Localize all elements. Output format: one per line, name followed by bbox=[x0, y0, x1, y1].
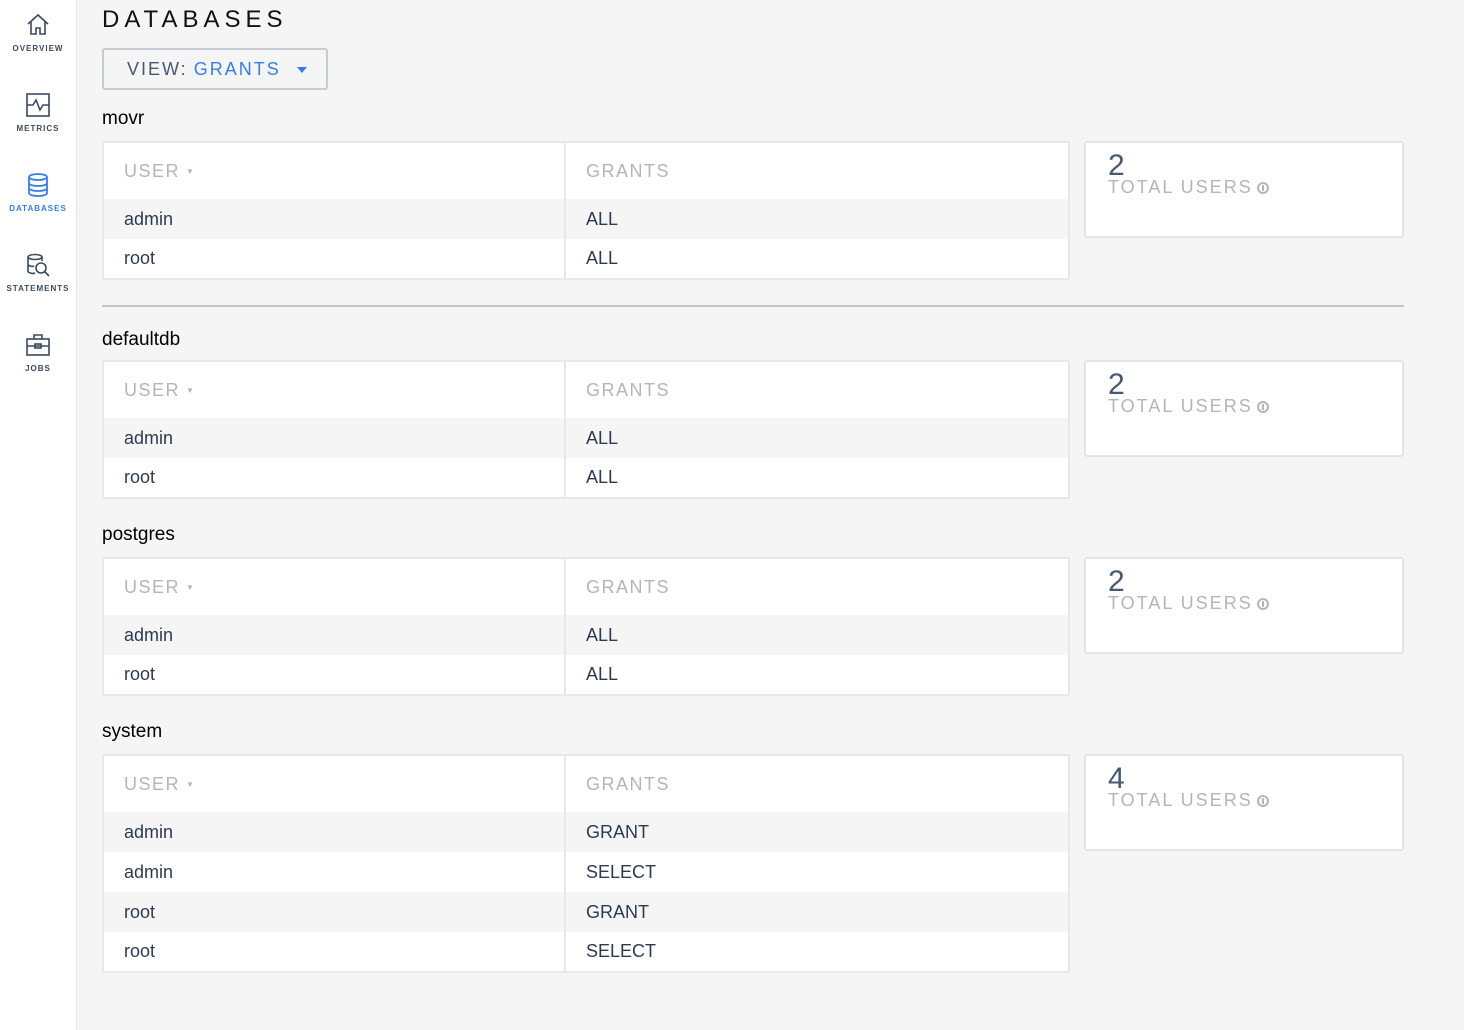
column-header-user[interactable]: USER ▼ bbox=[103, 755, 565, 812]
column-label: USER bbox=[124, 160, 181, 181]
grant-cell: ALL bbox=[564, 615, 1069, 655]
user-cell: admin bbox=[124, 427, 174, 448]
column-label: USER bbox=[124, 379, 181, 400]
sidebar: OVERVIEW METRICS DATABASES STATEMENTS JO… bbox=[0, 0, 77, 1030]
total-users-card: 2 TOTAL USERS bbox=[1084, 141, 1404, 238]
grants-table: USER ▼ GRANTS admin ALL root ALL bbox=[102, 360, 1070, 499]
table-row: admin ALL bbox=[103, 615, 1069, 655]
grants-table: USER ▼ GRANTS admin ALL root ALL bbox=[102, 141, 1070, 280]
sidebar-item-label: DATABASES bbox=[9, 204, 67, 213]
grant-cell: ALL bbox=[564, 418, 1069, 458]
column-header-user[interactable]: USER ▼ bbox=[103, 558, 565, 615]
statements-icon bbox=[27, 253, 50, 277]
column-header-grants: GRANTS bbox=[564, 755, 1069, 812]
home-icon bbox=[27, 13, 49, 35]
table-row: root SELECT bbox=[103, 932, 1069, 972]
caret-down-icon bbox=[296, 67, 307, 74]
total-users-card: 4 TOTAL USERS bbox=[1084, 754, 1404, 851]
database-section: system USER ▼ GRANTS admin GRANT admin SELEC… bbox=[102, 696, 1404, 973]
database-section: postgres USER ▼ GRANTS admin ALL root ALL 2 … bbox=[102, 499, 1404, 696]
grant-cell: SELECT bbox=[564, 932, 1069, 972]
user-cell: root bbox=[124, 467, 156, 487]
sidebar-item-metrics[interactable]: METRICS bbox=[0, 92, 76, 133]
grants-table: USER ▼ GRANTS admin ALL root ALL bbox=[102, 557, 1070, 696]
sort-icon[interactable]: ▼ bbox=[186, 167, 196, 177]
database-section: movr USER ▼ GRANTS admin ALL root ALL 2 TOTA… bbox=[102, 89, 1404, 280]
total-users-count: 2 bbox=[1108, 368, 1125, 401]
user-cell: root bbox=[124, 664, 156, 684]
sidebar-item-label: METRICS bbox=[16, 124, 60, 133]
jobs-icon bbox=[26, 334, 50, 356]
total-users-label: TOTAL USERS bbox=[1108, 593, 1253, 613]
database-name: system bbox=[102, 721, 163, 742]
grant-cell: ALL bbox=[564, 239, 1069, 279]
grant-cell: ALL bbox=[564, 458, 1069, 498]
user-cell: root bbox=[124, 248, 156, 268]
view-value: GRANTS bbox=[193, 59, 281, 79]
total-users-label: TOTAL USERS bbox=[1108, 790, 1253, 810]
table-row: root ALL bbox=[103, 458, 1069, 498]
view-label: VIEW: bbox=[127, 59, 188, 79]
total-users-count: 2 bbox=[1108, 565, 1125, 598]
column-header-user[interactable]: USER ▼ bbox=[103, 361, 565, 418]
total-users-card: 2 TOTAL USERS bbox=[1084, 557, 1404, 654]
grant-cell: GRANT bbox=[564, 892, 1069, 932]
sidebar-item-overview[interactable]: OVERVIEW bbox=[0, 12, 76, 53]
sidebar-item-statements[interactable]: STATEMENTS bbox=[0, 252, 76, 293]
column-label: USER bbox=[124, 576, 181, 597]
database-name: postgres bbox=[102, 524, 175, 545]
database-list: movr USER ▼ GRANTS admin ALL root ALL 2 TOTA… bbox=[102, 89, 1404, 973]
database-name: defaultdb bbox=[102, 329, 181, 350]
user-cell: admin bbox=[124, 624, 174, 645]
table-row: admin ALL bbox=[103, 418, 1069, 458]
column-label: USER bbox=[124, 773, 181, 794]
table-row: admin ALL bbox=[103, 199, 1069, 239]
total-users-label: TOTAL USERS bbox=[1108, 177, 1253, 197]
total-users-count: 2 bbox=[1108, 149, 1125, 182]
user-cell: admin bbox=[124, 208, 174, 229]
grant-cell: GRANT bbox=[564, 812, 1069, 852]
view-dropdown[interactable]: VIEW: GRANTS bbox=[102, 48, 328, 90]
sidebar-item-label: OVERVIEW bbox=[12, 44, 64, 53]
page-title: DATABASES bbox=[102, 6, 288, 33]
grants-table: USER ▼ GRANTS admin GRANT admin SELECT root GR… bbox=[102, 754, 1070, 973]
total-users-card: 2 TOTAL USERS bbox=[1084, 360, 1404, 457]
user-cell: admin bbox=[124, 861, 174, 882]
metrics-icon bbox=[26, 93, 50, 117]
sidebar-item-jobs[interactable]: JOBS bbox=[0, 332, 76, 373]
column-header-grants: GRANTS bbox=[564, 361, 1069, 418]
table-row: root ALL bbox=[103, 655, 1069, 695]
grant-cell: ALL bbox=[564, 199, 1069, 239]
sidebar-item-label: STATEMENTS bbox=[6, 284, 70, 293]
grant-cell: ALL bbox=[564, 655, 1069, 695]
user-cell: root bbox=[124, 901, 156, 922]
database-section: defaultdb USER ▼ GRANTS admin ALL root ALL 2… bbox=[102, 307, 1404, 499]
column-header-grants: GRANTS bbox=[564, 142, 1069, 199]
table-row: root GRANT bbox=[103, 892, 1069, 932]
info-icon[interactable] bbox=[1256, 182, 1269, 195]
database-name: movr bbox=[102, 108, 145, 129]
table-row: admin GRANT bbox=[103, 812, 1069, 852]
sidebar-item-label: JOBS bbox=[25, 364, 51, 373]
column-header-grants: GRANTS bbox=[564, 558, 1069, 615]
info-icon[interactable] bbox=[1256, 598, 1269, 611]
database-icon bbox=[28, 173, 48, 197]
sort-icon[interactable]: ▼ bbox=[186, 583, 196, 593]
sort-icon[interactable]: ▼ bbox=[186, 386, 196, 396]
grant-cell: SELECT bbox=[564, 852, 1069, 892]
divider bbox=[102, 305, 1404, 307]
info-icon[interactable] bbox=[1256, 401, 1269, 414]
user-cell: root bbox=[124, 941, 156, 961]
total-users-count: 4 bbox=[1108, 762, 1125, 795]
sort-icon[interactable]: ▼ bbox=[186, 780, 196, 790]
info-icon[interactable] bbox=[1256, 795, 1269, 808]
total-users-label: TOTAL USERS bbox=[1108, 396, 1253, 416]
column-header-user[interactable]: USER ▼ bbox=[103, 142, 565, 199]
user-cell: admin bbox=[124, 821, 174, 842]
table-row: admin SELECT bbox=[103, 852, 1069, 892]
sidebar-item-databases[interactable]: DATABASES bbox=[0, 172, 76, 213]
table-row: root ALL bbox=[103, 239, 1069, 279]
